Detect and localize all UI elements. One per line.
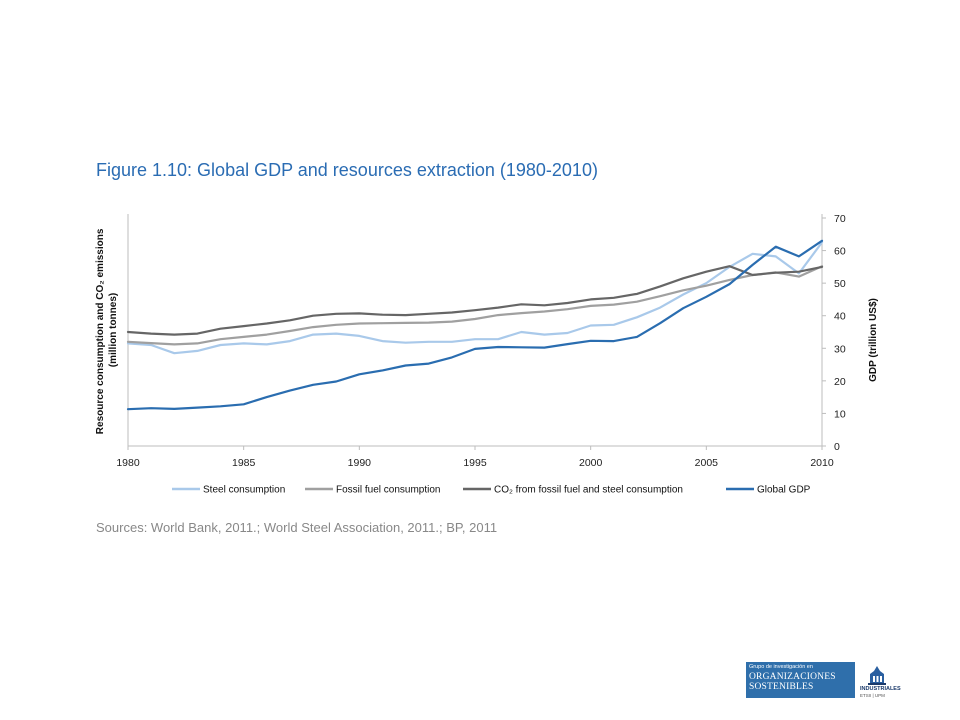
group-logo: Grupo de investigación en ORGANIZACIONES… — [746, 662, 916, 702]
x-tick-label: 2000 — [579, 457, 603, 469]
plot-frame — [127, 214, 823, 447]
series-lines — [126, 239, 824, 411]
legend-label-2: CO₂ from fossil fuel and steel consumpti… — [494, 485, 683, 496]
series-line-3 — [126, 239, 824, 411]
y-tick-label: 40 — [834, 311, 846, 323]
left-axis-title: Resource consumption and CO₂ emissions (… — [95, 226, 119, 434]
logo-line2: SOSTENIBLES — [749, 682, 814, 692]
left-axis-title-line2: (million tonnes) — [108, 293, 119, 367]
x-tick-label: 2010 — [810, 457, 834, 469]
series-line-1 — [126, 265, 824, 346]
building-icon — [868, 666, 886, 685]
series-line-2 — [126, 265, 824, 336]
x-tick-label: 2005 — [695, 457, 719, 469]
legend-label-0: Steel consumption — [203, 485, 285, 496]
series-line-0 — [126, 241, 824, 355]
logo-mark-sub: ETSII | UPM — [860, 693, 885, 698]
y-tick-label: 0 — [834, 441, 840, 453]
legend-label-3: Global GDP — [757, 485, 811, 496]
logo-mark-text: INDUSTRIALES — [860, 686, 901, 692]
logo-big-text: ORGANIZACIONES SOSTENIBLES — [749, 672, 836, 692]
x-tick-label: 1980 — [116, 457, 140, 469]
x-ticks: 1980 1985 1990 1995 2000 2005 2010 — [116, 446, 834, 469]
industriales-logo: INDUSTRIALES ETSII | UPM — [860, 662, 916, 702]
organizaciones-sostenibles-logo: Grupo de investigación en ORGANIZACIONES… — [746, 662, 855, 698]
legend-label-1: Fossil fuel consumption — [336, 485, 441, 496]
left-axis-title-line1: Resource consumption and CO₂ emissions — [95, 228, 106, 434]
y-tick-label: 50 — [834, 278, 846, 290]
x-tick-label: 1985 — [232, 457, 256, 469]
sources-note: Sources: World Bank, 2011.; World Steel … — [96, 520, 498, 535]
y-ticks: 0 10 20 30 40 50 60 70 — [822, 213, 846, 453]
right-axis-title: GDP (trillion US$) — [868, 298, 879, 382]
logo-line1: ORGANIZACIONES — [749, 672, 836, 682]
logo-small-text: Grupo de investigación en — [749, 664, 813, 670]
x-tick-label: 1995 — [463, 457, 487, 469]
y-tick-label: 70 — [834, 213, 846, 225]
y-tick-label: 30 — [834, 343, 846, 355]
y-tick-label: 60 — [834, 246, 846, 258]
figure-title: Figure 1.10: Global GDP and resources ex… — [96, 160, 598, 180]
y-tick-label: 20 — [834, 376, 846, 388]
y-tick-label: 10 — [834, 408, 846, 420]
legend: Steel consumption Fossil fuel consumption… — [172, 485, 811, 496]
x-tick-label: 1990 — [348, 457, 372, 469]
